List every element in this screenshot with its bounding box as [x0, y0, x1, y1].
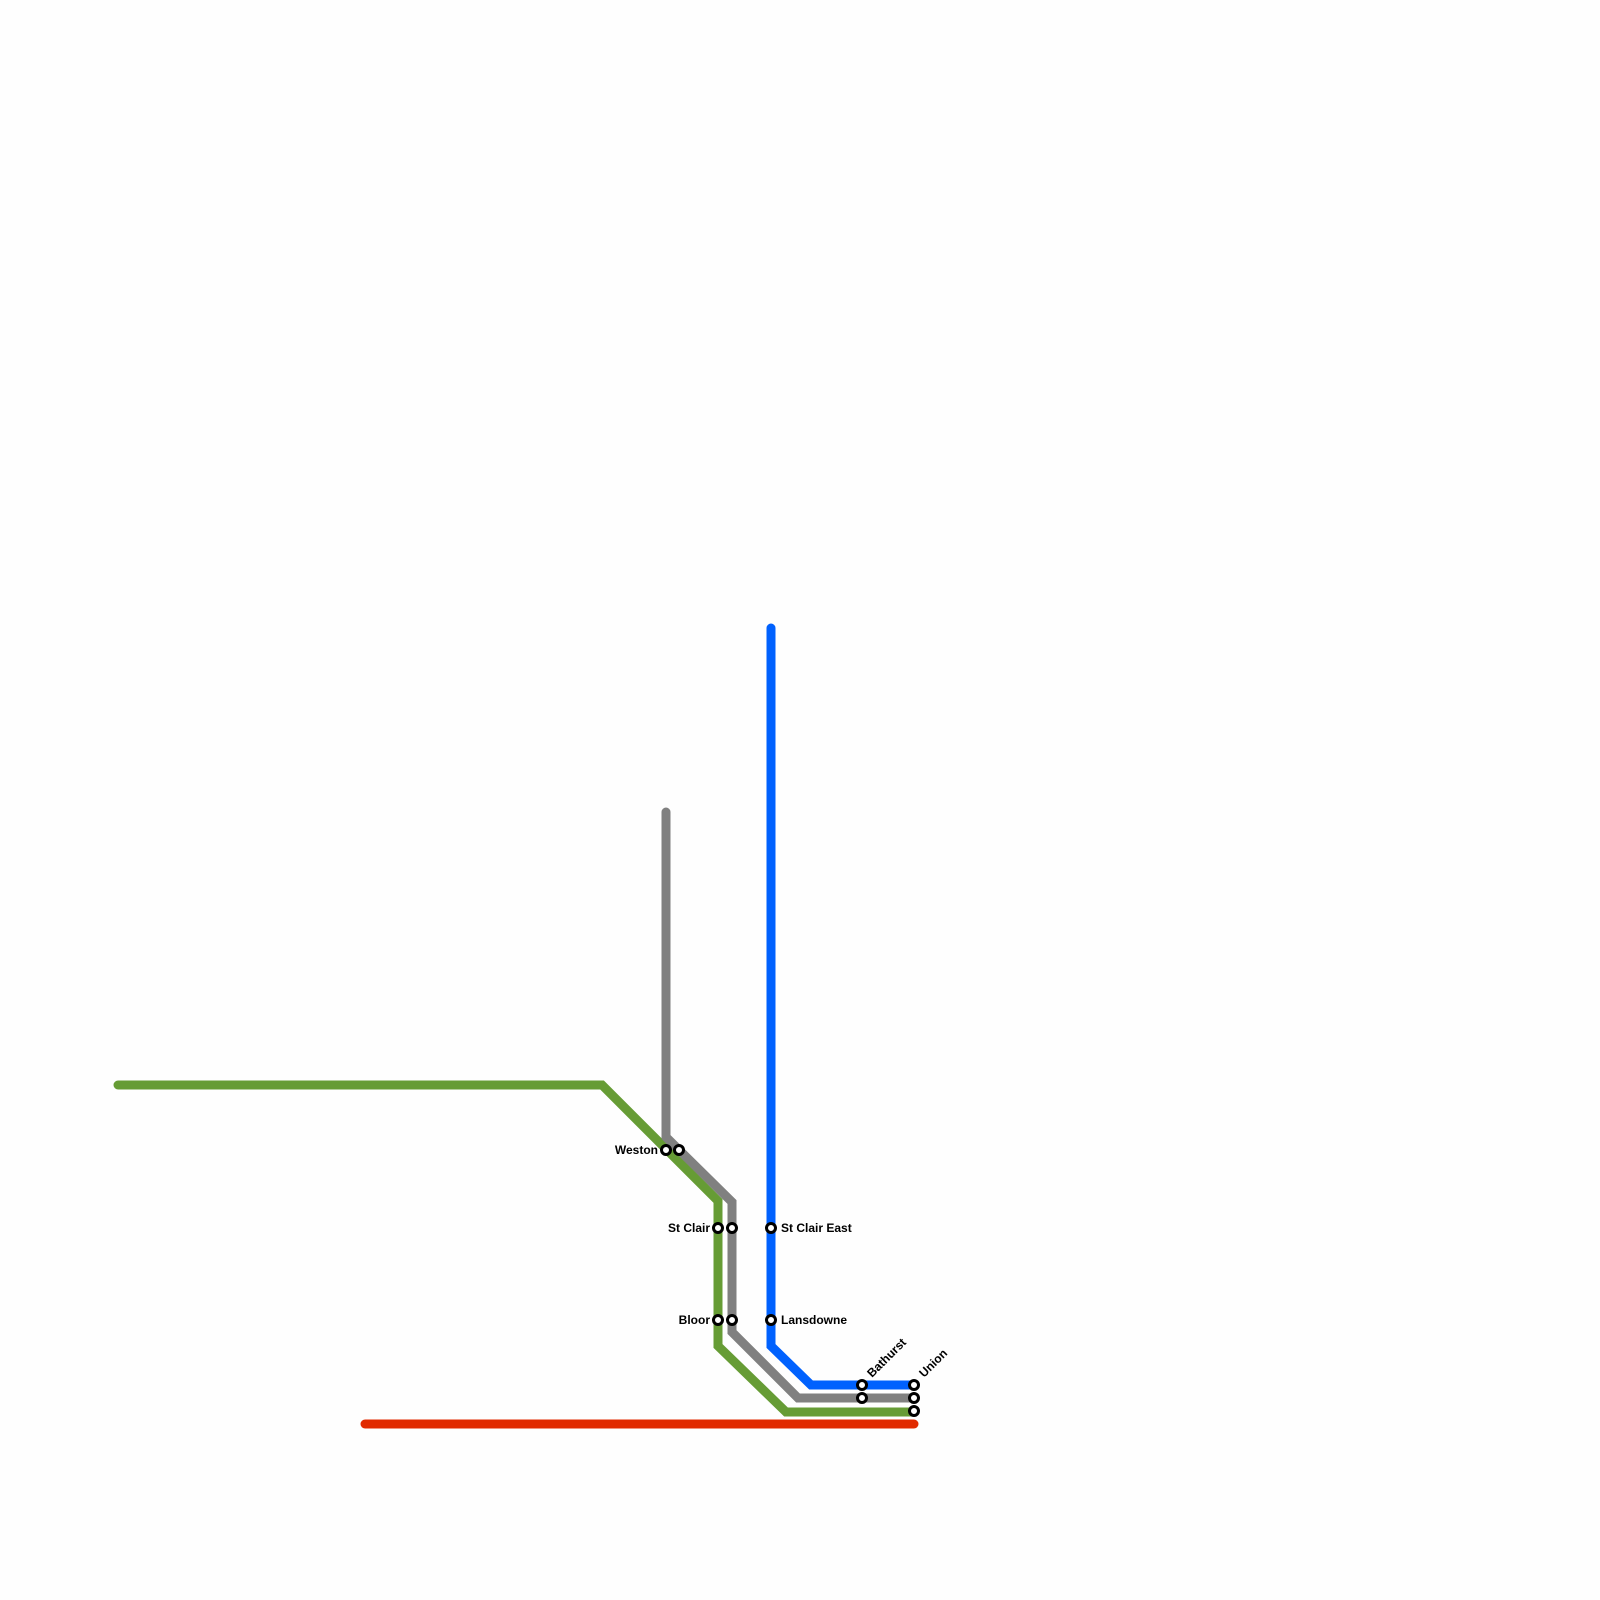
stop-marker[interactable] [908, 1379, 920, 1391]
stop-marker[interactable] [765, 1222, 777, 1234]
stop-marker[interactable] [726, 1314, 738, 1326]
station-label: Bloor [679, 1313, 711, 1327]
stop-marker[interactable] [660, 1144, 672, 1156]
station-label: Lansdowne [781, 1313, 847, 1327]
station-label: Union [916, 1346, 950, 1380]
green-line[interactable] [113, 1080, 919, 1417]
station-bloor[interactable]: Bloor [679, 1313, 738, 1327]
station-label: St Clair [668, 1221, 710, 1235]
stop-marker[interactable] [856, 1392, 868, 1404]
stop-marker[interactable] [856, 1379, 868, 1391]
stop-marker[interactable] [712, 1222, 724, 1234]
stop-marker[interactable] [765, 1314, 777, 1326]
station-bathurst[interactable]: Bathurst [856, 1335, 910, 1404]
gray-line[interactable] [661, 807, 919, 1403]
stop-marker[interactable] [908, 1392, 920, 1404]
station-label: Bathurst [864, 1335, 909, 1380]
stop-marker[interactable] [908, 1405, 920, 1417]
station-lansdowne[interactable]: Lansdowne [765, 1313, 848, 1327]
station-st-clair-east[interactable]: St Clair East [765, 1221, 852, 1235]
stop-marker[interactable] [726, 1222, 738, 1234]
station-st-clair[interactable]: St Clair [668, 1221, 738, 1235]
blue-line[interactable] [766, 623, 919, 1390]
station-weston[interactable]: Weston [615, 1143, 685, 1157]
stop-marker[interactable] [712, 1314, 724, 1326]
station-label: Weston [615, 1143, 658, 1157]
station-label: St Clair East [781, 1221, 852, 1235]
station-union[interactable]: Union [908, 1346, 951, 1417]
stop-marker[interactable] [673, 1144, 685, 1156]
